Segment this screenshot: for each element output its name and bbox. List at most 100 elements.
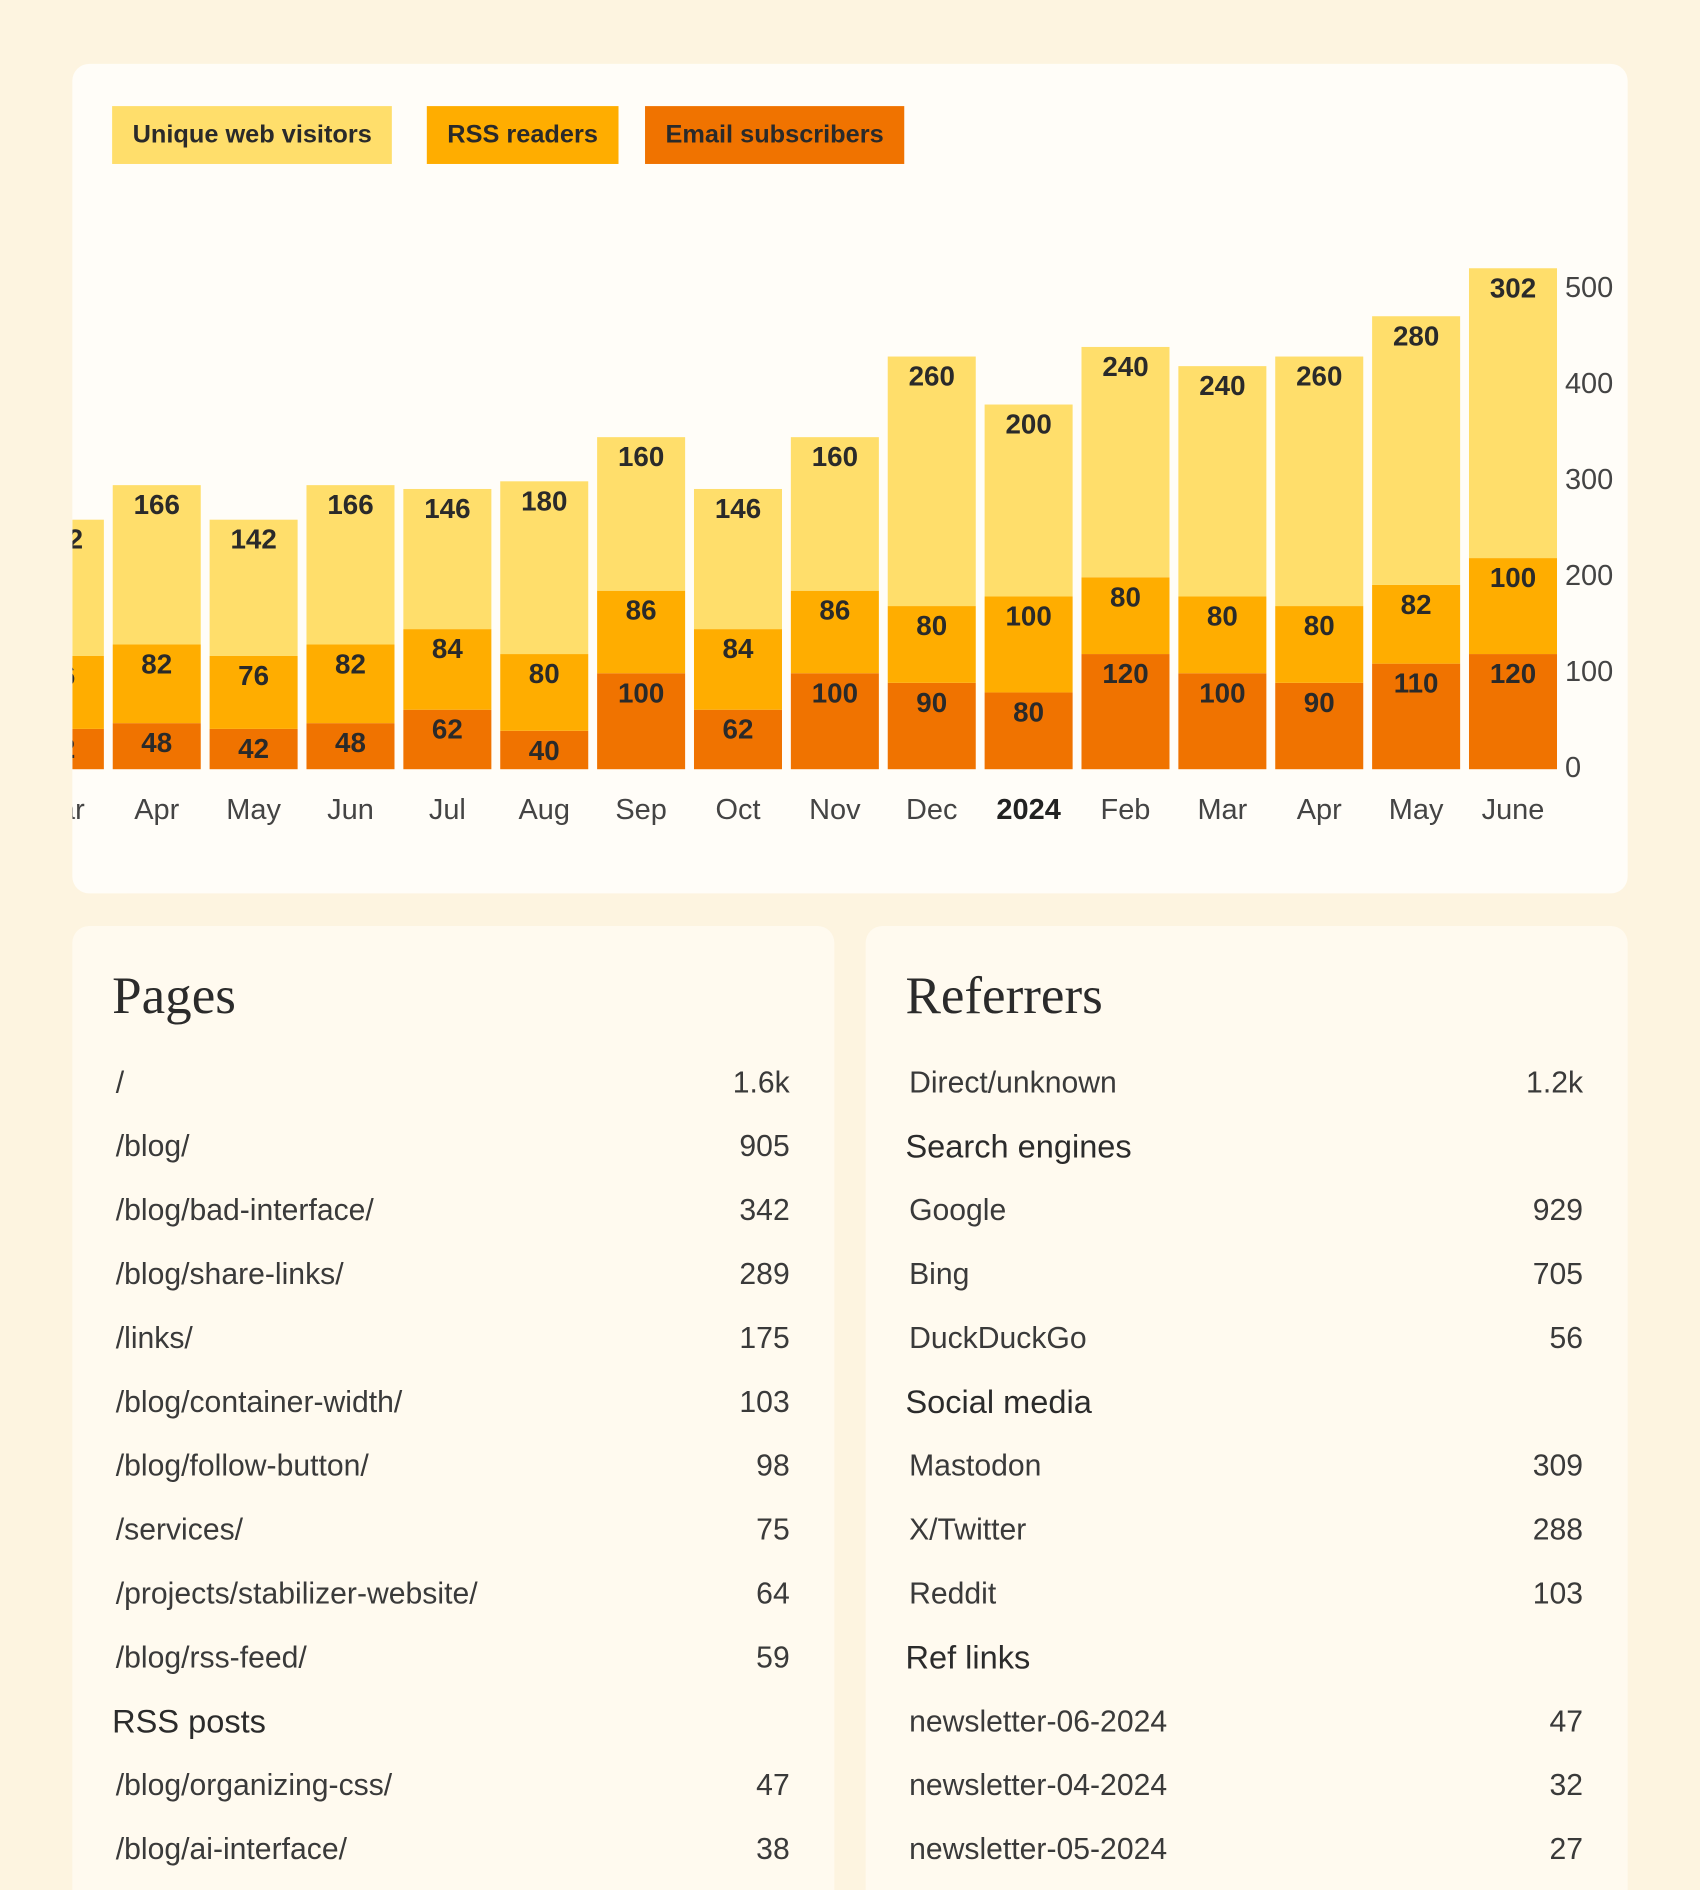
list-row: /services/75: [112, 1498, 790, 1562]
row-label: /blog/organizing-css/: [115, 1768, 393, 1802]
row-value: 59: [756, 1640, 790, 1675]
data-label: 280: [1393, 320, 1439, 351]
y-tick-label: 0: [1565, 752, 1581, 784]
list-row: Mastodon 309: [905, 1434, 1583, 1498]
bar-segment: [403, 709, 492, 770]
list-row: /blog/follow-button/98: [112, 1434, 790, 1498]
section-title: Search engines: [905, 1127, 1132, 1165]
bar-segment: [403, 629, 492, 710]
row-label: Mastodon: [909, 1448, 1042, 1483]
bar-segment: [693, 709, 782, 770]
x-tick-label: June: [1482, 794, 1545, 826]
list-row: /blog/container-width/103: [112, 1370, 790, 1434]
chart: 0 100 200 300 400 500 42 76 142 Mar 48 82 166 Apr 42 76…: [72, 268, 1613, 826]
bar-segment: [597, 437, 686, 591]
y-tick-label: 500: [1565, 272, 1613, 304]
bar-segment: [1372, 316, 1461, 585]
list-row: /blog/bad-interface/342: [112, 1179, 790, 1243]
data-label: 100: [1005, 600, 1051, 631]
data-label: 42: [238, 733, 269, 764]
data-label: 84: [723, 633, 754, 664]
bar-segment: [1275, 682, 1364, 770]
bar-segment: [1275, 606, 1364, 683]
data-label: 166: [327, 489, 373, 520]
legend-item: RSS readers: [426, 106, 619, 164]
row-label: Google: [909, 1193, 1007, 1227]
list-row: Bing 705: [905, 1242, 1583, 1306]
data-label: 240: [1199, 370, 1245, 401]
legend-item: Email subscribers: [645, 106, 905, 164]
list-row: Reddit 103: [905, 1562, 1583, 1626]
x-tick-label: May: [1389, 794, 1444, 826]
section-title: Ref links: [905, 1639, 1031, 1676]
row-label: /blog/share-links/: [115, 1256, 344, 1291]
y-tick-label: 300: [1565, 464, 1613, 496]
data-label: 146: [424, 493, 470, 524]
x-tick-label: Aug: [519, 794, 570, 826]
bar-segment: [306, 644, 395, 724]
y-tick-label: 200: [1565, 560, 1613, 592]
bar-segment: [790, 673, 879, 770]
x-tick-label: Apr: [1297, 794, 1342, 826]
bar-segment: [1081, 577, 1170, 655]
x-tick-label: Apr: [134, 794, 179, 826]
chart-card: 0 100 200 300 400 500 42 76 142 Mar 48 82 166 Apr 42 76…: [72, 63, 1628, 894]
data-label: 160: [618, 441, 664, 472]
x-tick-label: May: [226, 794, 281, 826]
bar-segment: [1468, 268, 1558, 559]
bar-segment: [306, 723, 395, 770]
list-row: newsletter-04-2024 32: [905, 1754, 1583, 1818]
list-row: /projects/stabilizer-website/64: [112, 1562, 790, 1626]
row-value: 56: [1549, 1320, 1584, 1355]
row-value: 289: [739, 1256, 790, 1291]
bar-segment: [500, 730, 589, 770]
row-label: Reddit: [909, 1576, 997, 1611]
list-row: /blog/rss-feed/59: [112, 1626, 790, 1690]
data-label: 260: [909, 361, 955, 392]
data-label: 80: [916, 610, 947, 641]
bar-segment: [1275, 356, 1364, 607]
list-row: /blog/organizing-css/47: [112, 1754, 790, 1818]
data-label: 40: [529, 735, 560, 766]
row-label: /blog/follow-button/: [115, 1448, 369, 1483]
row-label: X/Twitter: [909, 1512, 1027, 1547]
data-label: 100: [618, 677, 664, 708]
data-label: 86: [626, 595, 657, 626]
data-label: 80: [1110, 581, 1141, 612]
list-row: /blog/share-links/289: [112, 1242, 790, 1306]
data-label: 110: [1394, 668, 1439, 699]
bar-segment: [984, 692, 1073, 770]
pages-panel: Pages / 1.6k/blog/905/blog/bad-interface/3…: [72, 925, 835, 1890]
row-value: 309: [1532, 1448, 1584, 1483]
bar-segment: [1178, 673, 1267, 770]
section-title: Social media: [905, 1383, 1092, 1420]
y-tick-label: 100: [1565, 656, 1613, 688]
bar-segment: [209, 655, 298, 729]
data-label: 100: [1199, 677, 1245, 708]
data-label: 80: [1013, 696, 1044, 727]
list-row: /links/175: [112, 1306, 790, 1370]
bar-segment: [597, 673, 686, 770]
x-tick-label: Mar: [1197, 794, 1247, 826]
list-row: / 1.6k: [112, 1051, 790, 1115]
panel-title: Pages: [112, 965, 236, 1025]
x-tick-label: Mar: [72, 794, 85, 826]
list-row: /blog/905: [112, 1115, 790, 1179]
bar-segment: [1081, 654, 1170, 770]
y-tick-label: 400: [1565, 368, 1613, 400]
data-label: 240: [1102, 351, 1148, 382]
row-label: /blog/rss-feed/: [115, 1640, 307, 1675]
row-label: /links/: [115, 1320, 193, 1355]
x-tick-label: Feb: [1101, 794, 1151, 826]
bar-segment: [1081, 346, 1170, 578]
row-label: newsletter-05-2024: [909, 1832, 1168, 1866]
bar-segment: [209, 519, 298, 656]
x-tick-label: Jun: [327, 794, 374, 826]
bar-segment: [306, 485, 395, 645]
list-row: DuckDuckGo 56: [905, 1306, 1583, 1370]
data-label: 86: [819, 595, 850, 626]
bar-segment: [112, 723, 201, 770]
bar-segment: [72, 519, 104, 656]
row-value: 905: [739, 1129, 790, 1163]
